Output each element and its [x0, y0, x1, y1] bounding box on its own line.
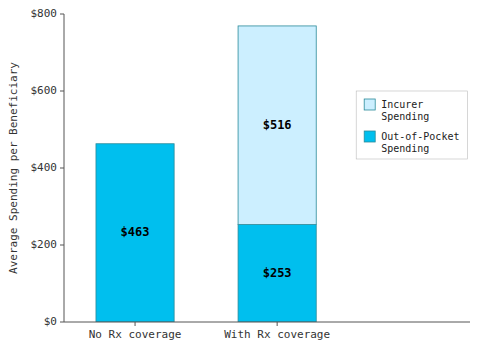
chart: $0 $200 $400 $600 $800 Average Spending per B…: [0, 0, 480, 360]
y-tick-label: $200: [31, 238, 58, 251]
bars: [96, 26, 316, 322]
data-label: $463: [121, 225, 150, 239]
x-tick-label: With Rx coverage: [224, 328, 330, 341]
legend-label: IncurerSpending: [381, 99, 429, 122]
legend: IncurerSpending Out-of-PocketSpending: [356, 91, 467, 159]
y-tick-label: $800: [31, 7, 58, 20]
legend-swatch: [364, 131, 375, 142]
x-tick: [277, 322, 278, 326]
x-tick: [135, 322, 136, 326]
legend-frame: [356, 91, 467, 159]
data-label: $516: [263, 118, 292, 132]
y-tick: [60, 322, 64, 323]
y-axis-label: Average Spending per Beneficiary: [7, 62, 20, 274]
legend-label: Out-of-PocketSpending: [381, 131, 459, 154]
x-axis: [64, 322, 470, 323]
x-tick-label: No Rx coverage: [89, 328, 182, 341]
y-tick: [60, 91, 64, 92]
y-tick-label: $600: [31, 84, 58, 97]
bar: [238, 225, 316, 322]
y-tick: [60, 245, 64, 246]
legend-swatch: [364, 99, 375, 110]
y-tick: [60, 168, 64, 169]
data-label: $253: [263, 266, 292, 280]
y-axis: [64, 14, 65, 322]
bar: [96, 143, 174, 144]
bar: [96, 144, 174, 322]
y-tick: [60, 14, 64, 15]
bar: [238, 26, 316, 225]
y-tick-label: $400: [31, 161, 58, 174]
y-tick-label: $0: [44, 315, 57, 328]
